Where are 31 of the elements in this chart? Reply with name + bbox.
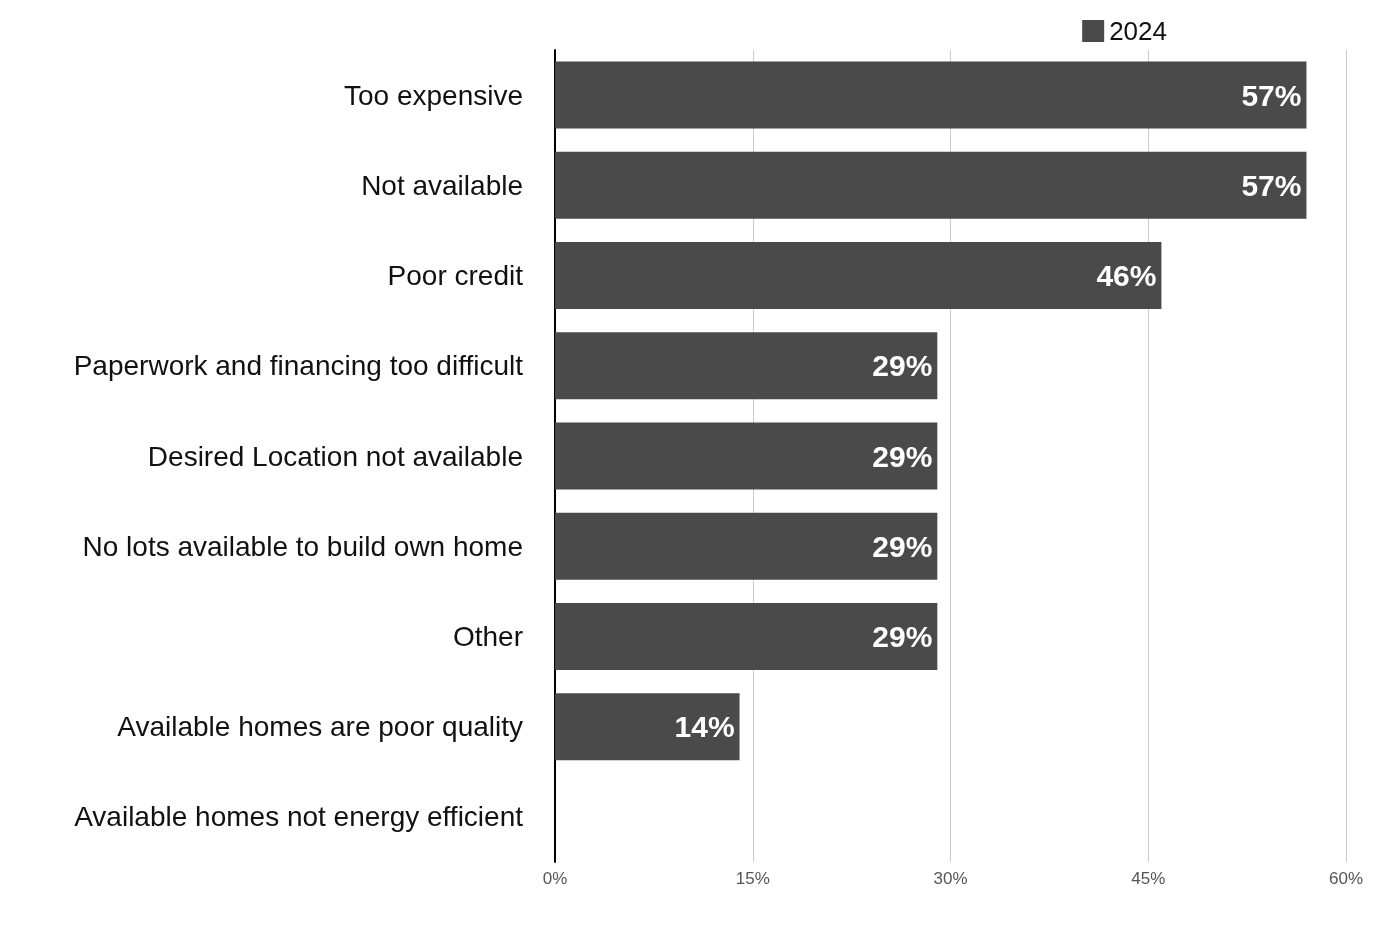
y-tick-label: Other bbox=[452, 620, 523, 652]
x-tick-label: 60% bbox=[1328, 869, 1364, 888]
data-label: 57% bbox=[1241, 168, 1302, 202]
data-label: 29% bbox=[872, 349, 933, 383]
y-tick-label: Available homes not energy efficient bbox=[74, 801, 524, 833]
y-tick-label: Not available bbox=[361, 169, 523, 201]
bar bbox=[555, 602, 938, 670]
bar bbox=[555, 693, 740, 761]
bar bbox=[555, 242, 1162, 310]
bar bbox=[555, 61, 1307, 129]
y-tick-label: No lots available to build own home bbox=[82, 530, 523, 562]
data-label: 46% bbox=[1096, 259, 1157, 293]
bar bbox=[555, 151, 1307, 219]
y-tick-label: Available homes are poor quality bbox=[117, 711, 523, 743]
bar bbox=[555, 422, 938, 490]
data-label: 29% bbox=[872, 529, 933, 563]
data-label: 57% bbox=[1241, 78, 1302, 112]
x-tick-label: 30% bbox=[933, 869, 968, 888]
y-tick-label: Too expensive bbox=[343, 79, 523, 111]
y-tick-label: Paperwork and financing too difficult bbox=[73, 350, 524, 382]
x-tick-label: 45% bbox=[1131, 869, 1166, 888]
data-label: 29% bbox=[872, 439, 933, 473]
x-tick-label: 0% bbox=[542, 869, 568, 888]
y-tick-label: Poor credit bbox=[387, 260, 524, 292]
y-tick-label: Desired Location not available bbox=[147, 440, 523, 472]
bar bbox=[555, 512, 938, 580]
x-tick-label: 15% bbox=[735, 869, 770, 888]
bar bbox=[555, 332, 938, 400]
legend-label: 2024 bbox=[1109, 16, 1167, 46]
data-label: 14% bbox=[674, 710, 735, 744]
data-label: 29% bbox=[872, 619, 933, 653]
